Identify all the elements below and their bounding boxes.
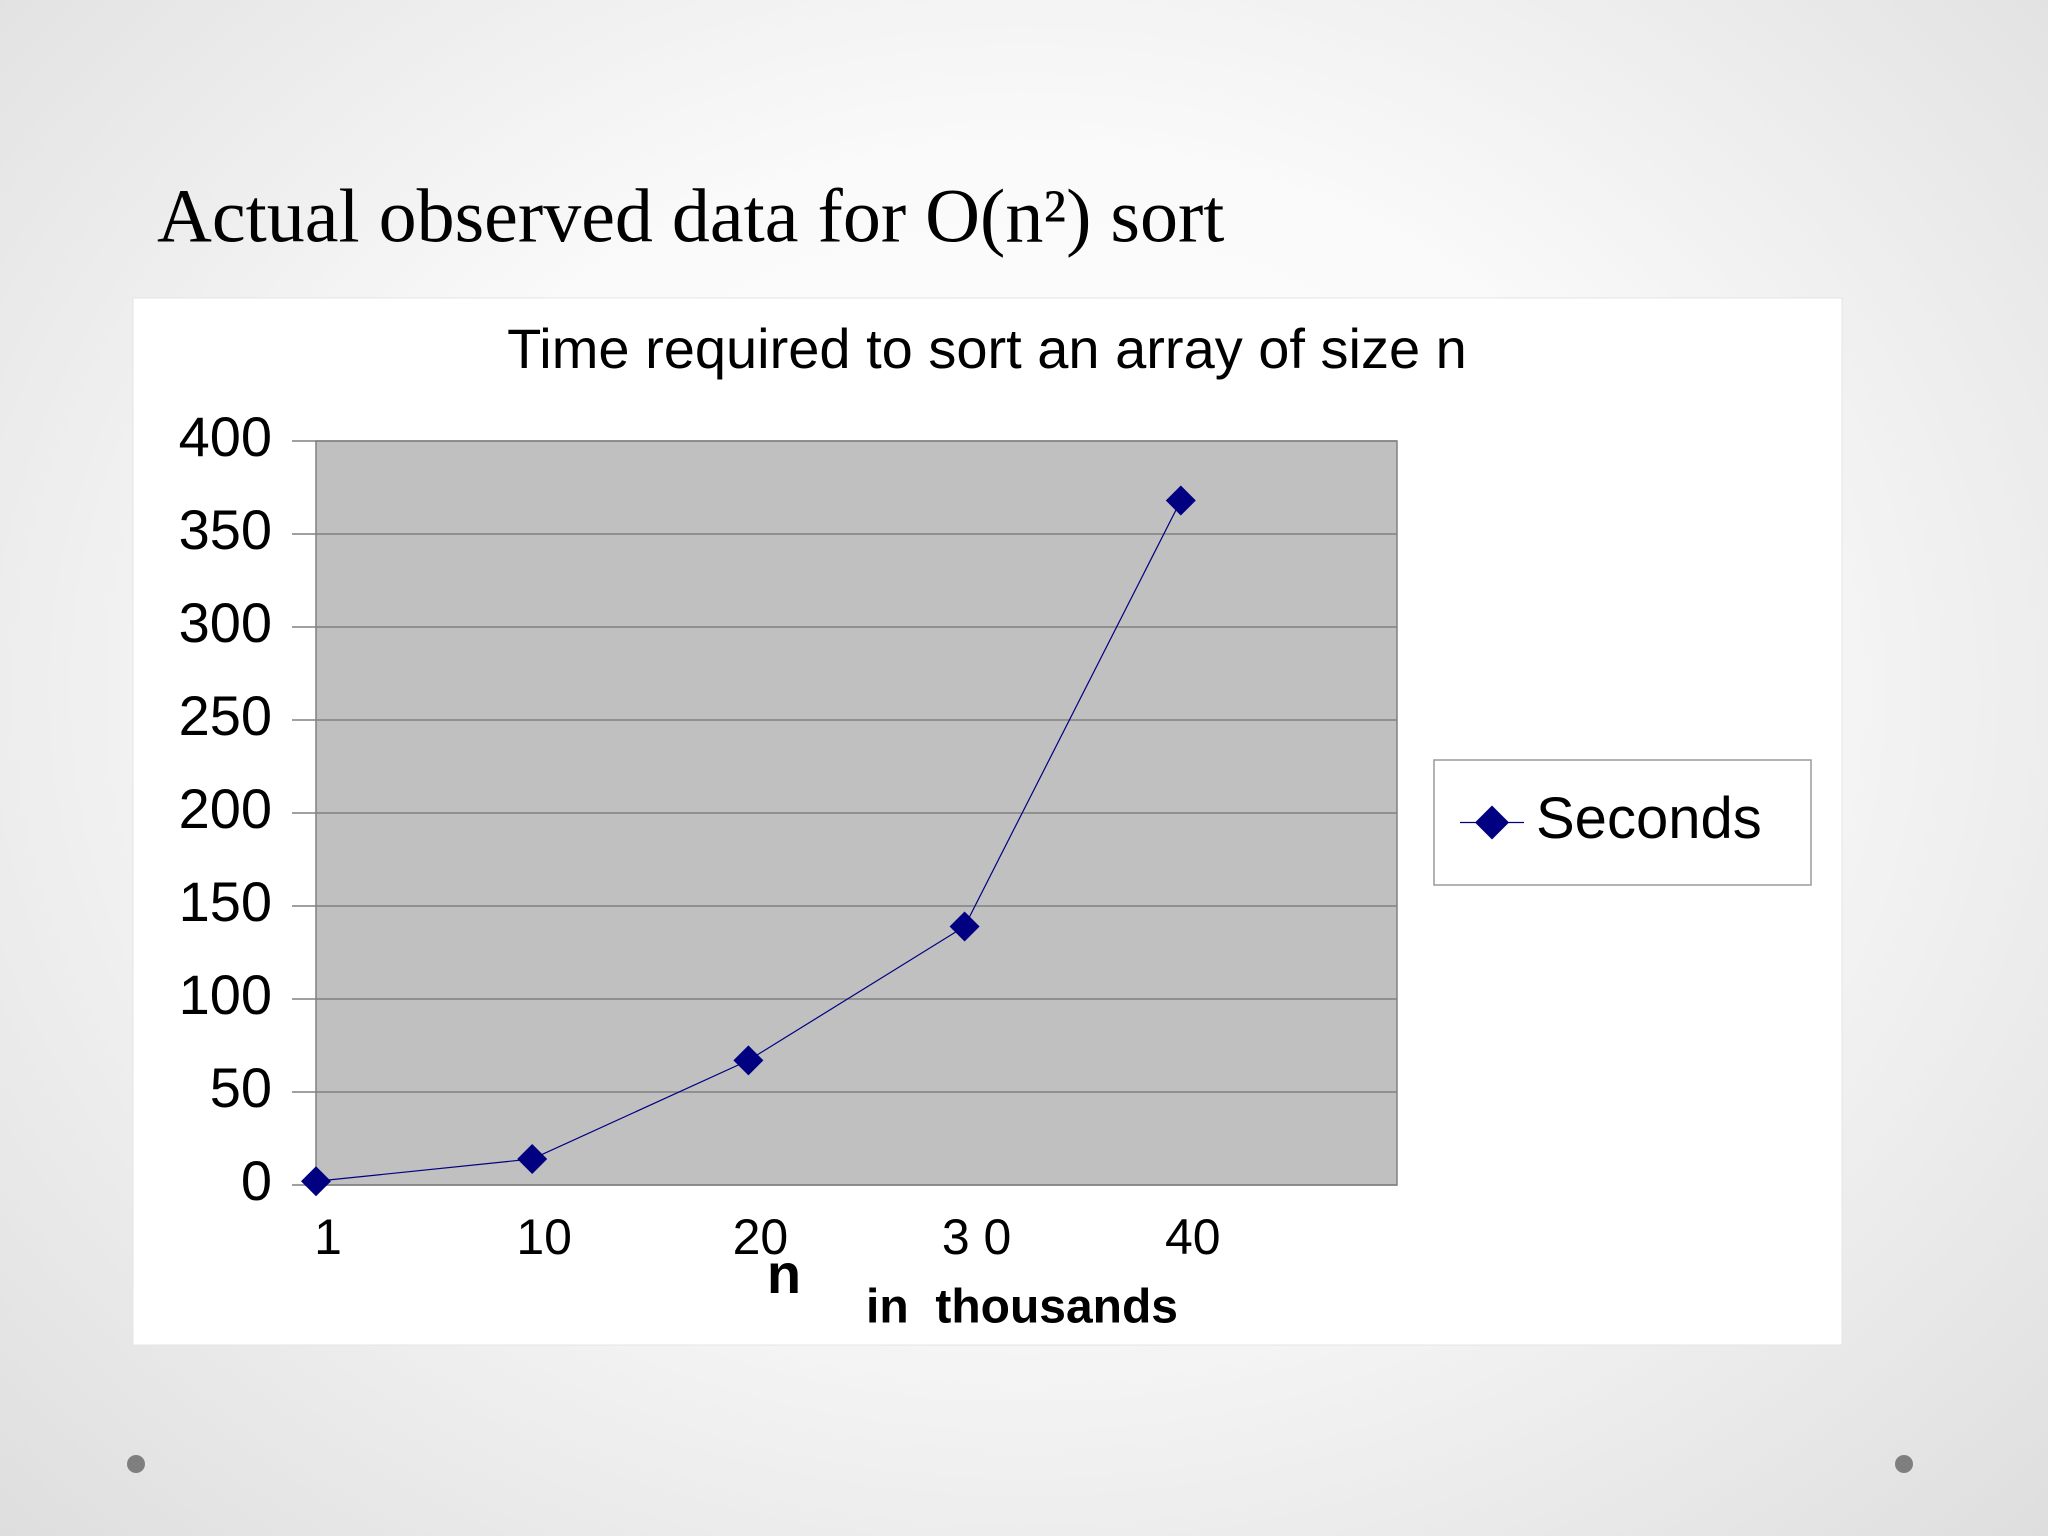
data-marker [949, 911, 980, 942]
y-tick-label: 200 [179, 777, 272, 840]
y-tick-label: 300 [179, 591, 272, 654]
data-marker [733, 1045, 764, 1076]
y-tick-label: 400 [179, 405, 272, 468]
legend-label: Seconds [1536, 786, 1762, 851]
slide-dot [1895, 1455, 1913, 1473]
chart-title: Time required to sort an array of size n [507, 317, 1467, 380]
legend-marker [1475, 805, 1509, 840]
y-tick-label: 100 [179, 963, 272, 1026]
x-tick-label: 10 [516, 1209, 572, 1265]
data-marker [517, 1143, 548, 1174]
data-marker [1165, 485, 1196, 516]
x-tick-label: 40 [1165, 1209, 1221, 1265]
y-tick-label: 150 [179, 870, 272, 933]
x-tick-label: 20 [733, 1209, 789, 1265]
x-axis-title: n [767, 1242, 801, 1305]
x-axis-subtitle: in thousands [866, 1281, 1178, 1334]
x-tick-label: 3 0 [942, 1209, 1012, 1265]
y-tick-label: 0 [241, 1149, 272, 1212]
slide-dot [127, 1455, 145, 1473]
slide-title: Actual observed data for O(n²) sort [157, 174, 1224, 258]
data-marker [301, 1166, 331, 1197]
y-tick-label: 250 [179, 684, 272, 747]
x-tick-label: 1 [314, 1209, 342, 1265]
y-tick-label: 350 [179, 498, 272, 561]
y-tick-label: 50 [210, 1056, 272, 1119]
